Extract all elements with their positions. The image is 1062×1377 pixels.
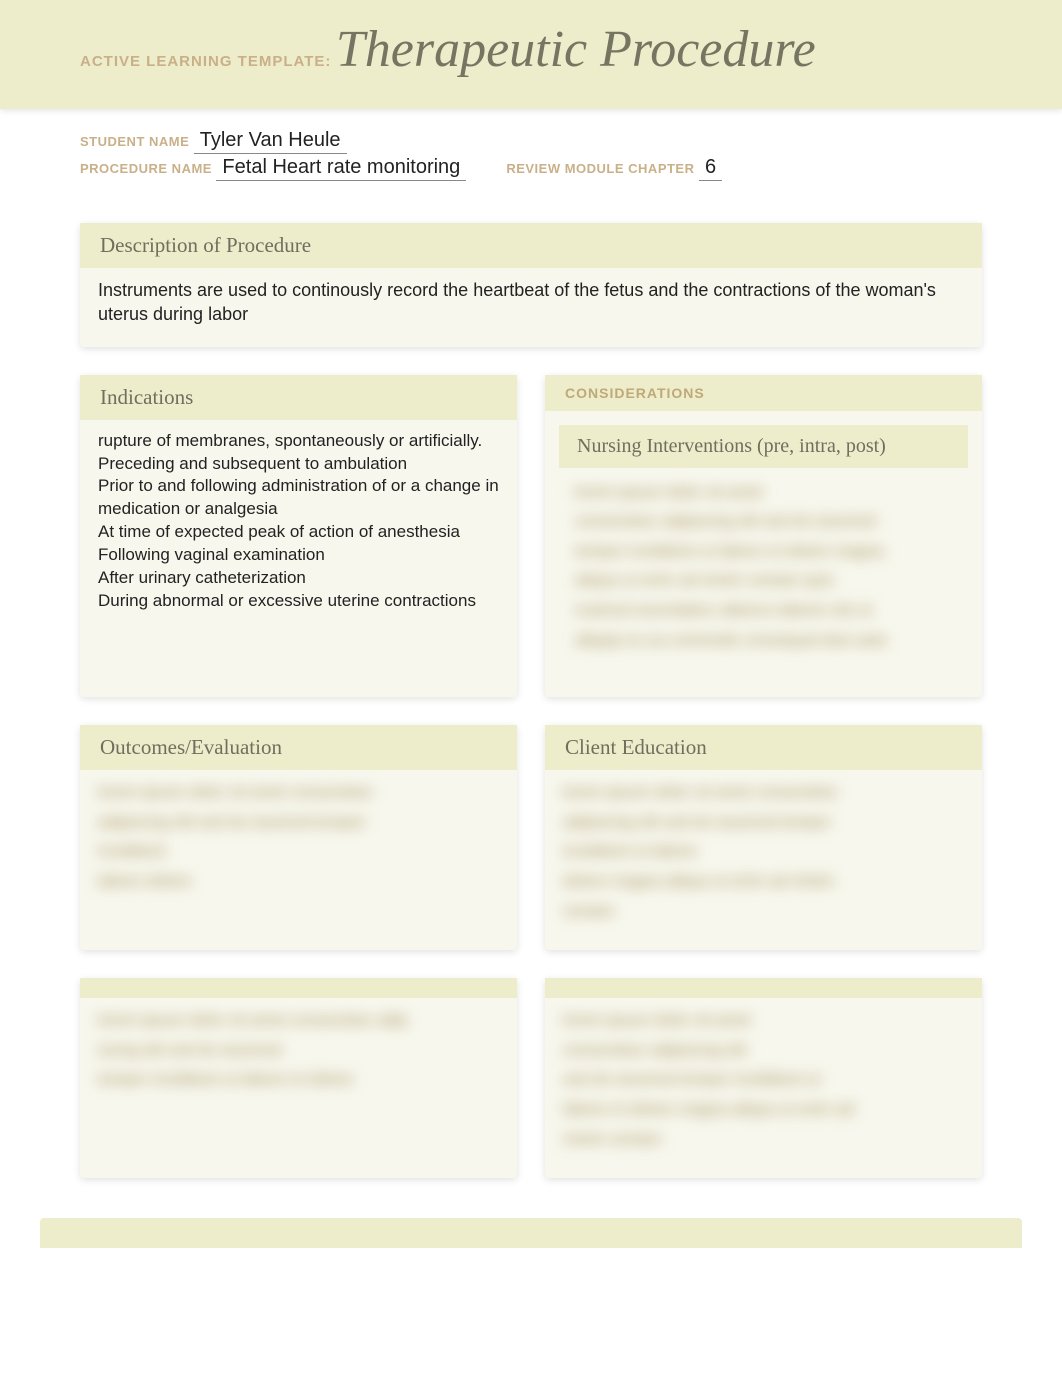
blur-line: nostrud exercitation ullamco laboris nis… bbox=[575, 598, 952, 624]
blur-line: sed do eiusmod tempor incididunt ut bbox=[563, 1067, 964, 1093]
bottom-right-card: lorem ipsum dolor sit amet consectetur a… bbox=[545, 978, 982, 1178]
blur-line: incididunt bbox=[98, 839, 499, 865]
indication-line: After urinary catheterization bbox=[98, 567, 499, 590]
considerations-heading: CONSIDERATIONS bbox=[545, 375, 982, 411]
meta-row-2: PROCEDURE NAME Fetal Heart rate monitori… bbox=[80, 156, 982, 179]
bottom-left-body: lorem ipsum dolor sit amet consectetur a… bbox=[80, 998, 517, 1178]
row-indications-considerations: Indications rupture of membranes, sponta… bbox=[80, 375, 982, 698]
meta-block: STUDENT NAME Tyler Van Heule PROCEDURE N… bbox=[0, 109, 1062, 213]
nursing-heading: Nursing Interventions (pre, intra, post) bbox=[559, 425, 968, 468]
blur-line: minim veniam bbox=[563, 1127, 964, 1153]
bottom-left-card: lorem ipsum dolor sit amet consectetur a… bbox=[80, 978, 517, 1178]
client-education-heading: Client Education bbox=[545, 725, 982, 770]
header-band: ACTIVE LEARNING TEMPLATE: Therapeutic Pr… bbox=[0, 0, 1062, 109]
row-outcomes-education: Outcomes/Evaluation lorem ipsum dolor si… bbox=[80, 725, 982, 950]
nursing-body: lorem ipsum dolor sit amet consectetur a… bbox=[559, 468, 968, 680]
description-card: Description of Procedure Instruments are… bbox=[80, 223, 982, 347]
blur-line: iscing elit sed do eiusmod bbox=[98, 1038, 499, 1064]
blur-line: lorem ipsum dolor sit amet consectetur bbox=[98, 780, 499, 806]
considerations-card: CONSIDERATIONS Nursing Interventions (pr… bbox=[545, 375, 982, 698]
blur-line: lorem ipsum dolor sit amet bbox=[563, 1008, 964, 1034]
blur-line: aliqua ut enim ad minim veniam quis bbox=[575, 568, 952, 594]
indication-line: At time of expected peak of action of an… bbox=[98, 521, 499, 544]
blur-line: dolore magna aliqua ut enim ad minim bbox=[563, 869, 964, 895]
blur-line: aliquip ex ea commodo consequat duis aut… bbox=[575, 628, 952, 654]
bottom-right-body: lorem ipsum dolor sit amet consectetur a… bbox=[545, 998, 982, 1178]
blur-line: lorem ipsum dolor sit amet consectetur bbox=[563, 780, 964, 806]
page: ACTIVE LEARNING TEMPLATE: Therapeutic Pr… bbox=[0, 0, 1062, 1248]
indications-heading: Indications bbox=[80, 375, 517, 420]
chapter-label: REVIEW MODULE CHAPTER bbox=[506, 161, 694, 176]
indication-line: Preceding and subsequent to ambulation bbox=[98, 453, 499, 476]
outcomes-heading: Outcomes/Evaluation bbox=[80, 725, 517, 770]
indication-line: Prior to and following administration of… bbox=[98, 475, 499, 521]
blurred-content: lorem ipsum dolor sit amet consectetur a… bbox=[98, 1008, 499, 1093]
blur-line: tempor incididunt ut labore et dolore bbox=[98, 1067, 499, 1093]
header-title: Therapeutic Procedure bbox=[336, 21, 816, 78]
indications-card: Indications rupture of membranes, sponta… bbox=[80, 375, 517, 698]
blurred-content: lorem ipsum dolor sit amet consectetur a… bbox=[575, 480, 952, 654]
row-bottom: lorem ipsum dolor sit amet consectetur a… bbox=[80, 978, 982, 1178]
blur-line: tempor incididunt ut labore et dolore ma… bbox=[575, 539, 952, 565]
blur-line: labore et dolore magna aliqua ut enim ad bbox=[563, 1097, 964, 1123]
client-education-card: Client Education lorem ipsum dolor sit a… bbox=[545, 725, 982, 950]
chapter-group: REVIEW MODULE CHAPTER 6 bbox=[506, 156, 722, 179]
indication-line: Following vaginal examination bbox=[98, 544, 499, 567]
description-text: Instruments are used to continously reco… bbox=[80, 268, 982, 347]
blur-line: lorem ipsum dolor sit amet bbox=[575, 480, 952, 506]
blurred-content: lorem ipsum dolor sit amet consectetur a… bbox=[563, 1008, 964, 1152]
procedure-label: PROCEDURE NAME bbox=[80, 161, 212, 176]
outcomes-card: Outcomes/Evaluation lorem ipsum dolor si… bbox=[80, 725, 517, 950]
content: Description of Procedure Instruments are… bbox=[0, 213, 1062, 1218]
student-value: Tyler Van Heule bbox=[194, 129, 347, 154]
bottom-right-head bbox=[545, 978, 982, 998]
blurred-content: lorem ipsum dolor sit amet consectetur a… bbox=[563, 780, 964, 924]
indication-line: During abnormal or excessive uterine con… bbox=[98, 590, 499, 613]
student-label: STUDENT NAME bbox=[80, 134, 189, 149]
student-group: STUDENT NAME Tyler Van Heule bbox=[80, 129, 347, 152]
blur-line: adipiscing elit sed do eiusmod tempor bbox=[563, 810, 964, 836]
nursing-card: Nursing Interventions (pre, intra, post)… bbox=[559, 425, 968, 680]
meta-row-1: STUDENT NAME Tyler Van Heule bbox=[80, 129, 982, 152]
indications-body: rupture of membranes, spontaneously or a… bbox=[80, 420, 517, 654]
blurred-content: lorem ipsum dolor sit amet consectetur a… bbox=[98, 780, 499, 894]
outcomes-body: lorem ipsum dolor sit amet consectetur a… bbox=[80, 770, 517, 950]
blur-line: veniam bbox=[563, 899, 964, 925]
blur-line: lorem ipsum dolor sit amet consectetur a… bbox=[98, 1008, 499, 1034]
blur-line: labore dolore bbox=[98, 869, 499, 895]
header-prefix: ACTIVE LEARNING TEMPLATE: bbox=[80, 53, 331, 70]
blur-line: consectetur adipiscing elit sed do eiusm… bbox=[575, 509, 952, 535]
chapter-value: 6 bbox=[699, 156, 722, 181]
indication-line: rupture of membranes, spontaneously or a… bbox=[98, 430, 499, 453]
description-heading: Description of Procedure bbox=[80, 223, 982, 268]
blur-line: adipiscing elit sed do eiusmod tempor bbox=[98, 810, 499, 836]
footer-band bbox=[40, 1218, 1022, 1248]
bottom-left-head bbox=[80, 978, 517, 998]
blur-line: consectetur adipiscing elit bbox=[563, 1038, 964, 1064]
client-education-body: lorem ipsum dolor sit amet consectetur a… bbox=[545, 770, 982, 950]
procedure-value: Fetal Heart rate monitoring bbox=[216, 156, 466, 181]
procedure-group: PROCEDURE NAME Fetal Heart rate monitori… bbox=[80, 156, 466, 179]
blur-line: incididunt ut labore bbox=[563, 839, 964, 865]
